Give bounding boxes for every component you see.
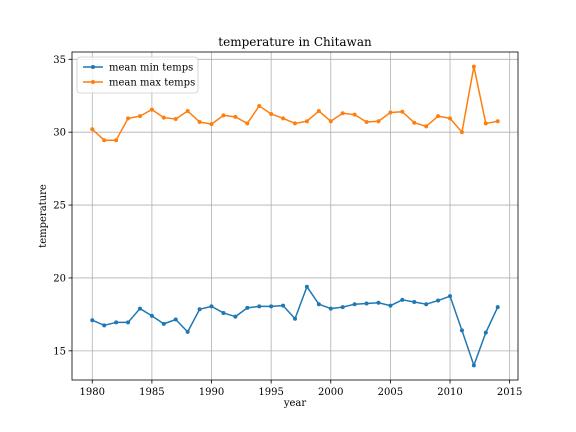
mean-min-temps-point: [149, 313, 154, 318]
mean-min-temps-point: [209, 304, 214, 309]
mean-max-temps-point: [90, 127, 95, 132]
mean-max-temps-point: [316, 109, 321, 114]
mean-max-temps-point: [126, 116, 131, 121]
mean-max-temps-point: [102, 138, 107, 143]
mean-max-temps-point: [340, 111, 345, 116]
mean-max-temps-point: [281, 116, 286, 121]
x-tick-label: 2010: [437, 387, 462, 398]
mean-min-temps-point: [245, 305, 250, 310]
legend-mean-max-temps-marker: [91, 80, 95, 84]
mean-min-temps-point: [459, 328, 464, 333]
y-tick-label: 25: [53, 201, 66, 212]
mean-max-temps-point: [161, 115, 166, 120]
mean-min-temps-point: [376, 300, 381, 305]
grid: [72, 52, 518, 380]
legend-mean-min-temps-marker: [91, 65, 95, 69]
mean-max-temps-point: [328, 119, 333, 124]
x-tick-label: 2000: [318, 387, 343, 398]
mean-max-temps-point: [483, 121, 488, 126]
mean-min-temps-point: [483, 330, 488, 335]
mean-min-temps-point: [316, 302, 321, 307]
mean-min-temps-point: [173, 317, 178, 322]
mean-max-temps-point: [388, 110, 393, 115]
mean-max-temps-point: [448, 116, 453, 121]
mean-max-temps-point: [221, 113, 226, 118]
mean-min-temps-point: [304, 284, 309, 289]
mean-max-temps-point: [269, 111, 274, 116]
x-tick-label: 2005: [378, 387, 403, 398]
mean-max-temps-point: [209, 122, 214, 127]
mean-min-temps-point: [495, 305, 500, 310]
mean-min-temps-point: [126, 320, 131, 325]
x-tick-label: 2015: [497, 387, 522, 398]
mean-min-temps-point: [388, 303, 393, 308]
mean-min-temps-point: [233, 314, 238, 319]
y-tick-label: 35: [53, 55, 66, 66]
mean-min-temps-point: [114, 320, 119, 325]
mean-max-temps-point: [197, 119, 202, 124]
x-tick-label: 1990: [199, 387, 224, 398]
mean-min-temps-point: [364, 301, 369, 306]
mean-max-temps-point: [304, 119, 309, 124]
mean-min-temps-point: [197, 307, 202, 312]
x-tick-label: 1995: [258, 387, 283, 398]
mean-max-temps-point: [400, 109, 405, 114]
ticks: 1980 1985 1990 1995 2000 2005 2010 2015 15 20 25 30…: [53, 55, 522, 398]
mean-min-temps-point: [400, 297, 405, 302]
mean-max-temps-point: [471, 64, 476, 69]
mean-max-temps-point: [364, 119, 369, 124]
series-group: [90, 64, 500, 368]
mean-min-temps-point: [161, 321, 166, 326]
mean-min-temps-point: [221, 310, 226, 315]
mean-min-temps-point: [448, 294, 453, 299]
mean-min-temps-point: [436, 298, 441, 303]
mean-min-temps-point: [90, 318, 95, 323]
mean-min-temps-point: [293, 316, 297, 321]
mean-min-temps-point: [102, 323, 107, 328]
y-tick-label: 15: [53, 346, 66, 357]
mean-max-temps-point: [173, 117, 178, 122]
mean-max-temps-point: [293, 121, 297, 126]
mean-max-temps-point: [459, 130, 464, 135]
mean-min-temps-point: [352, 302, 357, 307]
y-tick-label: 30: [53, 128, 66, 139]
mean-min-temps-point: [185, 329, 190, 334]
mean-max-temps-point: [114, 138, 119, 143]
mean-max-temps-point: [149, 107, 154, 112]
x-tick-label: 1980: [80, 387, 105, 398]
mean-min-temps-point: [257, 304, 262, 309]
x-axis-label: year: [283, 398, 307, 409]
y-axis-label: temperature: [38, 184, 49, 248]
mean-max-temps-point: [495, 119, 500, 124]
mean-max-temps-point: [245, 121, 250, 126]
mean-min-temps-point: [340, 305, 345, 310]
mean-min-temps-point: [281, 303, 286, 308]
x-tick-label: 1985: [139, 387, 164, 398]
mean-max-temps-point: [137, 114, 142, 119]
mean-min-temps-point: [269, 304, 274, 309]
legend-box: [76, 56, 199, 94]
mean-min-temps-point: [424, 302, 429, 307]
mean-max-temps-point: [376, 119, 381, 124]
legend-mean-min-temps-label: mean min temps: [109, 63, 193, 74]
legend: mean min temps mean max temps: [76, 56, 199, 94]
mean-min-temps-point: [471, 363, 476, 368]
mean-max-temps-point: [424, 124, 429, 129]
mean-max-temps-point: [185, 109, 190, 114]
mean-min-temps-point: [137, 306, 142, 311]
y-tick-label: 20: [53, 273, 66, 284]
mean-max-temps-point: [352, 112, 357, 117]
mean-max-temps-point: [412, 120, 417, 125]
plot-frame: [71, 51, 519, 381]
mean-min-temps-point: [328, 306, 333, 311]
mean-min-temps-point: [412, 300, 417, 305]
chart-title: temperature in Chitawan: [218, 35, 372, 49]
mean-max-temps-point: [257, 103, 262, 108]
legend-mean-max-temps-label: mean max temps: [109, 78, 195, 89]
mean-max-temps-point: [436, 114, 441, 119]
mean-max-temps-point: [233, 114, 238, 119]
